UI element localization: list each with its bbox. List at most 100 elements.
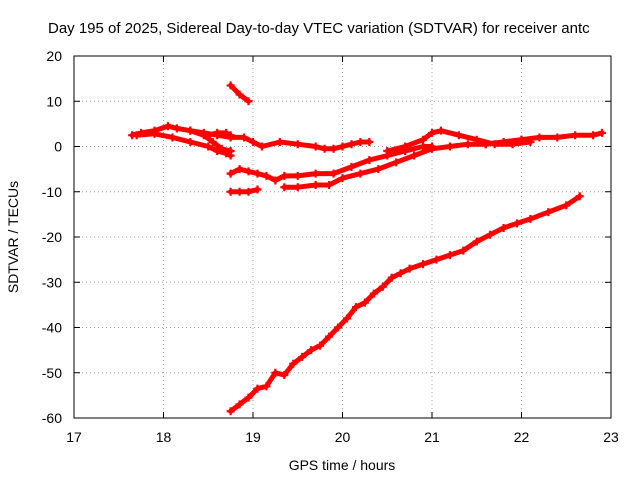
series-track-7 — [226, 185, 262, 196]
data-point — [226, 169, 235, 178]
data-point — [544, 208, 553, 217]
series-layer — [128, 81, 607, 416]
data-point — [293, 171, 302, 180]
data-point — [226, 131, 235, 140]
data-point — [347, 140, 356, 149]
data-point — [401, 142, 410, 151]
data-point — [405, 264, 414, 273]
x-tick-label: 22 — [514, 429, 530, 445]
data-point — [280, 171, 289, 180]
data-point — [163, 122, 172, 131]
x-tick-label: 17 — [66, 429, 82, 445]
data-point — [419, 142, 428, 151]
data-point — [342, 314, 351, 323]
data-point — [454, 131, 463, 140]
y-tick-label: -10 — [42, 184, 62, 200]
data-point — [338, 174, 347, 183]
data-point — [226, 407, 235, 416]
data-point — [356, 137, 365, 146]
data-point — [235, 400, 244, 409]
y-tick-label: 10 — [46, 93, 62, 109]
series-line — [228, 187, 260, 195]
data-point — [589, 131, 598, 140]
data-point — [311, 142, 320, 151]
y-tick-label: 0 — [54, 139, 62, 155]
data-point — [347, 162, 356, 171]
data-point — [253, 169, 262, 178]
data-point — [275, 137, 284, 146]
data-point — [419, 135, 428, 144]
data-point — [213, 128, 222, 137]
data-point — [244, 97, 253, 106]
data-point — [271, 368, 280, 377]
data-point — [562, 201, 571, 210]
data-point — [387, 273, 396, 282]
data-point — [172, 124, 181, 133]
data-point — [226, 81, 235, 90]
data-point — [374, 165, 383, 174]
data-point — [208, 137, 217, 146]
data-point — [365, 137, 374, 146]
data-point — [235, 187, 244, 196]
data-point — [486, 230, 495, 239]
data-point — [436, 126, 445, 135]
series-track-11 — [226, 192, 584, 416]
data-point — [463, 140, 472, 149]
data-point — [262, 171, 271, 180]
data-point — [410, 151, 419, 160]
x-tick-label: 18 — [156, 429, 172, 445]
data-point — [571, 131, 580, 140]
data-point — [513, 219, 522, 228]
data-point — [280, 371, 289, 380]
data-point — [226, 187, 235, 196]
data-point — [428, 144, 436, 153]
data-point — [307, 346, 316, 355]
data-point — [338, 142, 347, 151]
tick-layer: 17 18 19 20 21 22 23 -60 -50 -40 -30 -20 -10 0 10 20 — [42, 48, 619, 445]
data-point — [204, 142, 213, 151]
data-point — [575, 192, 584, 201]
data-point — [360, 298, 369, 307]
data-point — [320, 144, 329, 153]
data-point — [311, 169, 320, 178]
data-point — [535, 133, 544, 142]
data-point — [459, 246, 468, 255]
data-point — [280, 183, 289, 192]
data-point — [204, 131, 213, 140]
series-line — [228, 193, 583, 414]
data-point — [217, 144, 226, 153]
chart-title: Day 195 of 2025, Sidereal Day-to-day VTE… — [48, 20, 590, 37]
y-tick-label: -50 — [42, 365, 62, 381]
data-point — [168, 133, 177, 142]
data-point — [598, 128, 607, 137]
y-axis-label: SDTVAR / TECUs — [5, 181, 21, 293]
data-point — [244, 187, 253, 196]
data-point — [526, 214, 535, 223]
data-point — [499, 137, 508, 146]
series-track-5 — [226, 81, 253, 106]
data-point — [257, 142, 266, 151]
series-track-3 — [186, 126, 235, 156]
data-point — [293, 183, 302, 192]
data-point — [481, 140, 490, 149]
data-point — [369, 289, 378, 298]
series-track-8 — [280, 135, 526, 192]
data-point — [432, 255, 441, 264]
data-point — [553, 133, 562, 142]
y-tick-label: 20 — [46, 48, 62, 64]
data-point — [253, 384, 262, 393]
series-line — [228, 144, 435, 183]
data-point — [365, 156, 374, 165]
data-point — [289, 359, 298, 368]
data-point — [262, 382, 271, 391]
data-point — [235, 165, 244, 174]
data-point — [150, 129, 159, 138]
x-tick-label: 23 — [603, 429, 619, 445]
data-point — [298, 352, 307, 361]
data-point — [132, 131, 141, 140]
data-point — [271, 176, 280, 185]
x-tick-label: 21 — [424, 429, 440, 445]
x-axis-label: GPS time / hours — [289, 457, 396, 473]
